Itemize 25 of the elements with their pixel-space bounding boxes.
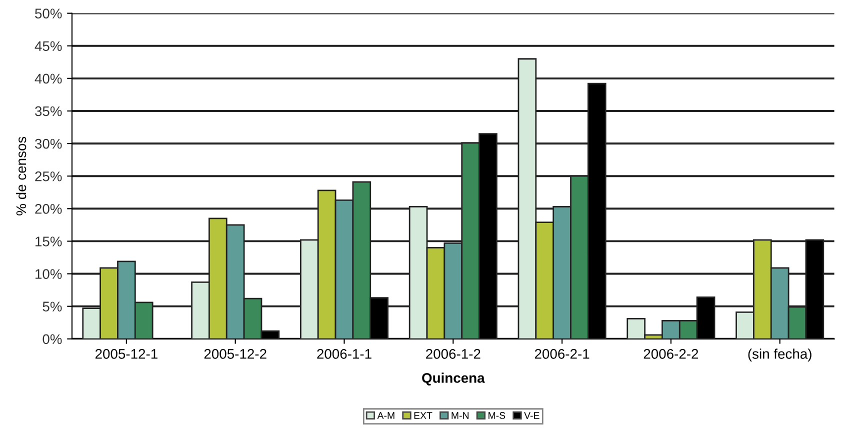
y-tick-label: 45% bbox=[34, 41, 62, 52]
legend-label: M-S bbox=[488, 412, 506, 419]
y-tick-label: 50% bbox=[35, 8, 62, 18]
x-tick-label: 2006-1-1 bbox=[317, 348, 372, 359]
legend-label: A-M bbox=[377, 412, 394, 419]
x-tick-label: 2006-2-2 bbox=[644, 348, 698, 359]
x-tick-label: 2005-12-2 bbox=[204, 348, 266, 359]
legend-label: M-N bbox=[452, 412, 468, 419]
x-axis-title: Quincena bbox=[422, 372, 485, 386]
legend-label: EXT bbox=[414, 412, 432, 419]
y-tick-label: 35% bbox=[35, 106, 62, 116]
legend-label: V-E bbox=[524, 412, 540, 419]
y-tick-label: 0% bbox=[42, 334, 62, 344]
y-tick-label: 40% bbox=[34, 74, 62, 84]
x-tick-label: 2006-2-1 bbox=[534, 348, 590, 359]
x-tick-label: 2005-12-1 bbox=[95, 348, 158, 359]
x-tick-label: 2006-1-2 bbox=[426, 348, 480, 359]
y-axis-title: % de censos bbox=[16, 136, 26, 216]
x-tick-label: (sin fecha) bbox=[748, 348, 812, 362]
y-tick-label: 25% bbox=[35, 171, 62, 182]
y-tick-label: 30% bbox=[35, 138, 62, 149]
y-tick-label: 15% bbox=[36, 236, 62, 246]
y-tick-label: 10% bbox=[36, 269, 62, 279]
y-tick-label: 20% bbox=[35, 204, 62, 214]
y-tick-label: 5% bbox=[42, 302, 62, 312]
